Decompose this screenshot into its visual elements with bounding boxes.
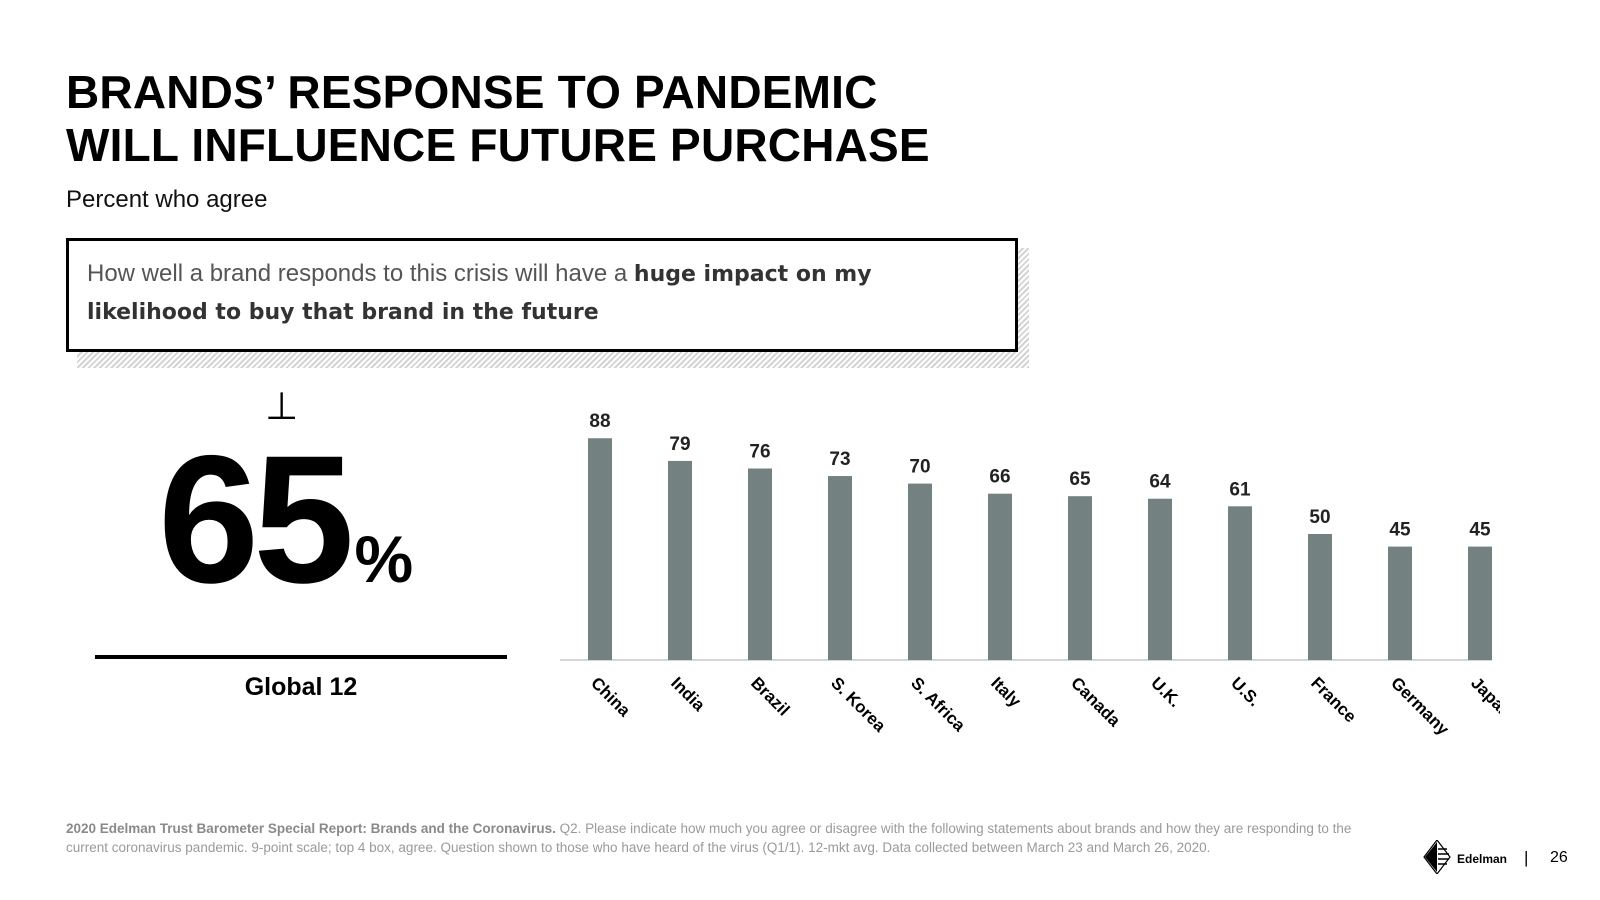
- global-stat: 65%: [158, 428, 413, 610]
- category-label: U.S.: [1227, 673, 1264, 710]
- slide-title: BRANDS’ RESPONSE TO PANDEMIC WILL INFLUE…: [66, 66, 1066, 172]
- category-label: Japan: [1467, 673, 1500, 721]
- brand-name: Edelman: [1457, 852, 1508, 866]
- data-label: 88: [589, 411, 610, 432]
- bar: [828, 476, 852, 660]
- data-label: 64: [1149, 472, 1171, 493]
- data-label: 45: [1469, 520, 1491, 541]
- bar: [748, 468, 772, 660]
- bar: [1068, 496, 1092, 660]
- category-label: India: [667, 673, 709, 715]
- category-label: Canada: [1067, 673, 1124, 730]
- quote-plain: How well a brand responds to this crisis…: [87, 260, 634, 287]
- global-divider: [95, 655, 507, 659]
- category-label: U.K.: [1147, 673, 1184, 710]
- bar: [1468, 546, 1492, 660]
- bar: [1308, 534, 1332, 660]
- bar: [1148, 498, 1172, 660]
- quote-box: How well a brand responds to this crisis…: [66, 238, 1018, 352]
- bar: [668, 460, 692, 660]
- footnote-source: 2020 Edelman Trust Barometer Special Rep…: [66, 821, 556, 836]
- page-number: 26: [1550, 849, 1568, 866]
- data-label: 61: [1229, 479, 1251, 500]
- bar: [908, 483, 932, 660]
- category-label: China: [587, 673, 634, 720]
- perp-symbol: ⊥: [265, 384, 299, 428]
- global-label: Global 12: [244, 673, 358, 701]
- data-label: 76: [749, 441, 770, 462]
- edelman-logo-icon: [1423, 840, 1451, 874]
- footer-separator: |: [1524, 848, 1529, 867]
- category-label: Germany: [1387, 673, 1453, 735]
- data-label: 73: [829, 449, 850, 470]
- bar: [988, 493, 1012, 660]
- category-label: S. Africa: [907, 673, 969, 735]
- quote-text: How well a brand responds to this crisis…: [87, 255, 997, 331]
- category-label: Italy: [987, 673, 1025, 711]
- slide-subtitle: Percent who agree: [66, 186, 268, 213]
- global-value: 65: [158, 417, 354, 621]
- bar: [588, 438, 612, 660]
- bar: [1388, 546, 1412, 660]
- data-label: 66: [989, 467, 1010, 488]
- data-label: 50: [1309, 507, 1330, 528]
- category-label: Brazil: [747, 673, 793, 719]
- title-line-1: BRANDS’ RESPONSE TO PANDEMIC: [66, 66, 878, 118]
- category-label: S. Korea: [827, 673, 890, 735]
- footnote-text: Q2. Please indicate how much you agree o…: [66, 821, 1352, 855]
- data-label: 45: [1389, 520, 1411, 541]
- bar: [1228, 506, 1252, 660]
- data-label: 65: [1069, 469, 1091, 490]
- footnote: 2020 Edelman Trust Barometer Special Rep…: [66, 819, 1366, 857]
- global-unit: %: [354, 522, 414, 596]
- bar-chart: 88 China 79 India 76 Brazil 73 S. Korea 70 S. Afr…: [560, 411, 1500, 735]
- data-label: 70: [909, 457, 930, 478]
- category-label: France: [1307, 673, 1360, 726]
- quote-bold: huge impact on my likelihood to buy that…: [87, 262, 872, 325]
- title-line-2: WILL INFLUENCE FUTURE PURCHASE: [66, 119, 930, 171]
- data-label: 79: [669, 434, 690, 455]
